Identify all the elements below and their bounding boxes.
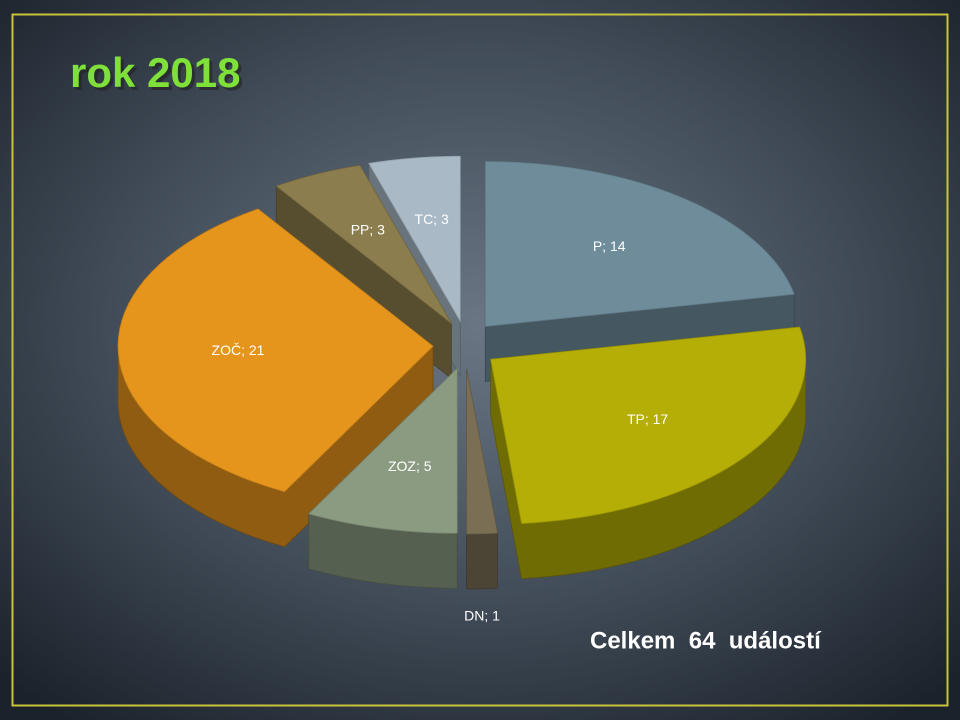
data-label: ZOZ; 5 [388,458,432,474]
slice [466,368,498,535]
slice [368,155,461,323]
data-label: TC; 3 [415,211,449,227]
data-label: PP; 3 [351,222,385,238]
pie: P; 14 TP; 17 DN; 1 ZOZ; 5 ZOČ; 21 PP; 3 TC; 3 [117,155,807,623]
slice [275,164,452,324]
slide-border [11,13,949,707]
slice [490,326,807,524]
data-label: ZOČ; 21 [212,342,265,358]
annotation: Celkem 64 událostí [590,627,822,654]
slice [484,161,795,327]
slice [307,367,458,534]
slice [117,208,434,493]
title-shadow: rok 2018 [73,52,243,99]
data-label: TP; 17 [627,411,668,427]
data-label: P; 14 [593,238,626,254]
chart-title: rok 2018 [70,49,240,96]
data-label: DN; 1 [464,607,500,623]
